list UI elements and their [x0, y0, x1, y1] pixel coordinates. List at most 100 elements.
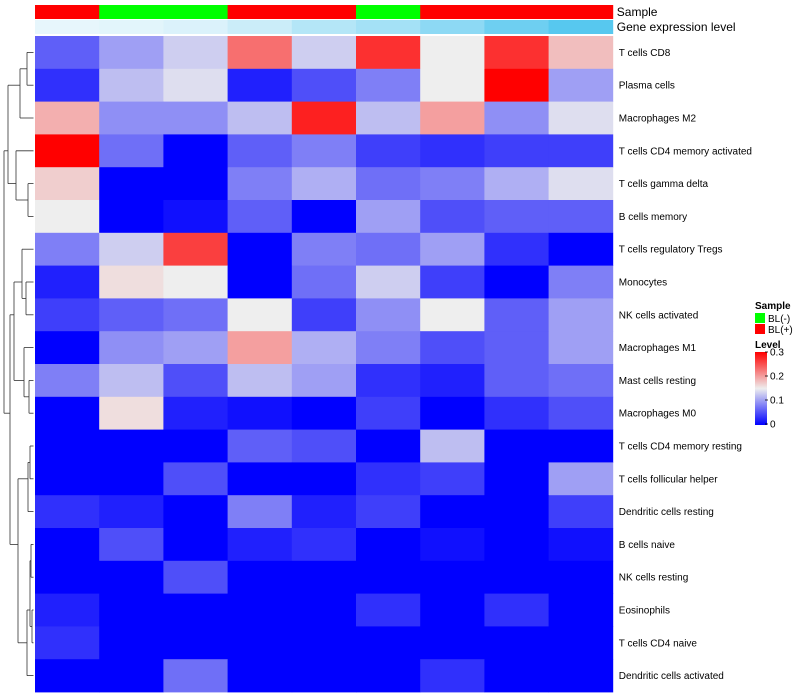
row-label: NK cells resting [619, 573, 688, 584]
heatmap-cell [484, 298, 549, 332]
heatmap-cell [484, 495, 549, 529]
heatmap-cell [99, 232, 164, 266]
heatmap-cell [227, 200, 293, 234]
heatmap-cell [35, 36, 100, 70]
row-label: Mast cells resting [619, 376, 696, 387]
heatmap-cell [227, 396, 293, 430]
heatmap-cell [356, 232, 421, 266]
heatmap-cell [35, 265, 100, 299]
heatmap-cell [420, 626, 485, 660]
heatmap-cell [227, 167, 293, 201]
heatmap-cell [227, 68, 293, 102]
heatmap-cell [227, 659, 293, 693]
sample-annotation-cell [356, 5, 421, 19]
heatmap-cell [484, 200, 549, 234]
heatmap-cell [163, 331, 228, 365]
row-label: Macrophages M1 [619, 343, 697, 354]
heatmap-cell [99, 528, 164, 562]
legend: Sample BL(-)BL(+) Level 0.3 0.2 0.1 0 [755, 301, 793, 431]
row-label: Monocytes [619, 278, 667, 289]
heatmap-cell [548, 298, 614, 332]
heatmap-cell [420, 134, 485, 168]
sample-annotation-cell [484, 5, 549, 19]
heatmap-cell [356, 593, 421, 627]
expression-annotation-cell [548, 20, 614, 34]
heatmap-cell [420, 68, 485, 102]
heatmap-cell [420, 462, 485, 496]
row-label: Dendritic cells resting [619, 507, 714, 518]
heatmap-cell [163, 101, 228, 135]
heatmap-cell [484, 626, 549, 660]
heatmap-cell [548, 331, 614, 365]
heatmap-cell [163, 593, 228, 627]
sample-annotation-cell [227, 5, 293, 19]
heatmap-cell [484, 68, 549, 102]
heatmap-cell [291, 134, 357, 168]
sample-annotation-cell [291, 5, 357, 19]
heatmap-cell [291, 298, 357, 332]
heatmap-cell [548, 528, 614, 562]
heatmap-cell [291, 560, 357, 594]
heatmap-cell [420, 232, 485, 266]
heatmap-cell [548, 462, 614, 496]
heatmap-cell [227, 495, 293, 529]
heatmap-cell [356, 659, 421, 693]
heatmap-cell [484, 134, 549, 168]
legend-tick-label: 0.2 [770, 372, 784, 383]
heatmap-cell [420, 200, 485, 234]
heatmap-cell [548, 396, 614, 430]
heatmap-cell [163, 265, 228, 299]
heatmap-cell [163, 134, 228, 168]
heatmap-cell [484, 265, 549, 299]
row-label: T cells CD4 memory activated [619, 146, 752, 157]
heatmap-cell [227, 331, 293, 365]
heatmap-cell [291, 659, 357, 693]
heatmap-cell [291, 396, 357, 430]
heatmap-cell [420, 528, 485, 562]
heatmap-cell [35, 462, 100, 496]
heatmap-cell [99, 462, 164, 496]
sample-annotation-cell [420, 5, 485, 19]
row-label: B cells naive [619, 540, 676, 551]
heatmap-cell [35, 298, 100, 332]
heatmap-cell [99, 134, 164, 168]
heatmap-cell [163, 68, 228, 102]
heatmap-cell [227, 101, 293, 135]
expression-annotation-bar [35, 20, 614, 34]
heatmap-cell [163, 396, 228, 430]
expression-annotation-cell [227, 20, 293, 34]
row-label: T cells CD8 [619, 48, 671, 59]
legend-sample-title: Sample [755, 301, 791, 312]
row-label: T cells follicular helper [619, 474, 718, 485]
row-label: T cells CD4 memory resting [619, 442, 742, 453]
heatmap-cell [99, 68, 164, 102]
heatmap-cell [227, 593, 293, 627]
heatmap-cell [99, 626, 164, 660]
heatmap-cell [356, 134, 421, 168]
heatmap-cell [163, 560, 228, 594]
heatmap-cell [99, 659, 164, 693]
heatmap-cell [356, 560, 421, 594]
sample-annotation-cell [99, 5, 164, 19]
row-label: Macrophages M0 [619, 409, 697, 420]
heatmap-cell [356, 200, 421, 234]
heatmap-cell [291, 331, 357, 365]
heatmap-cell [163, 36, 228, 70]
heatmap-cell [227, 364, 293, 398]
heatmap-cell [548, 200, 614, 234]
row-label: T cells CD4 naive [619, 638, 698, 649]
heatmap-cell [163, 626, 228, 660]
legend-tick-label: 0.3 [770, 348, 784, 359]
heatmap-cell [99, 364, 164, 398]
heatmap-cell [356, 462, 421, 496]
heatmap-cell [291, 200, 357, 234]
expression-annotation-cell [35, 20, 100, 34]
heatmap-cell [291, 429, 357, 463]
legend-sample-entries: BL(-)BL(+) [755, 313, 793, 336]
heatmap-cell [163, 429, 228, 463]
expression-annotation-cell [356, 20, 421, 34]
heatmap-cell [163, 528, 228, 562]
legend-tick-label: 0.1 [770, 396, 784, 407]
heatmap-cell [99, 200, 164, 234]
legend-swatch [755, 313, 765, 323]
